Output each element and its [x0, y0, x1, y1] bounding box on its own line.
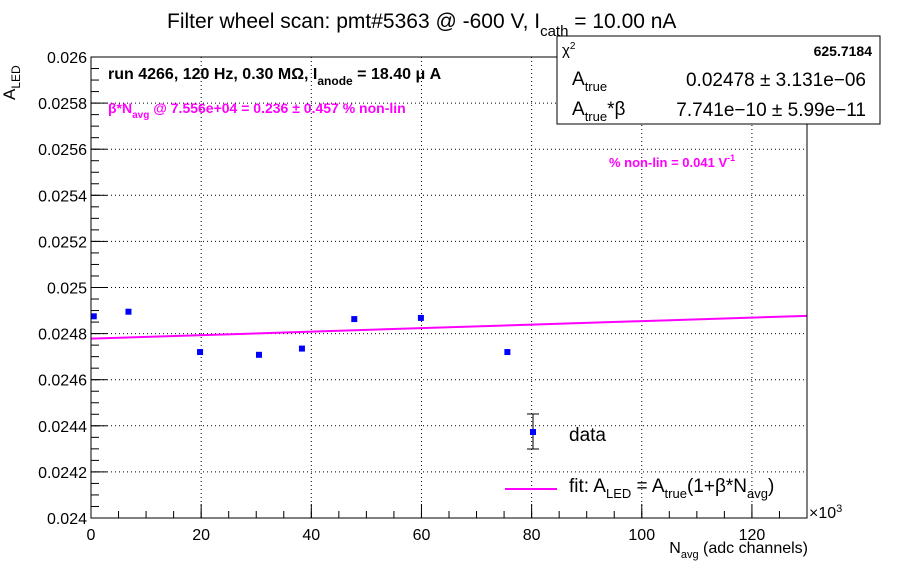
legend: data fit: ALED = Atrue(1+β*Navg) [505, 413, 774, 501]
y-tick-label: 0.0254 [38, 188, 87, 205]
data-point [90, 313, 97, 320]
x-tick-label: 0 [87, 527, 96, 544]
legend-fit-label: fit: ALED = Atrue(1+β*Navg) [569, 476, 774, 501]
y-tick-label: 0.0244 [38, 419, 87, 436]
y-axis-ticks: 0.024 0.0242 0.0244 0.0246 0.0248 0.025 0.0252… [38, 50, 107, 528]
chi2-value: 625.7184 [814, 43, 873, 59]
nonlin-annotation: % non-lin = 0.041 V-1 [609, 153, 735, 170]
y-axis-label: ALED [0, 65, 23, 100]
x-tick-label: 60 [413, 527, 431, 544]
data-point [351, 316, 358, 323]
x-tick-label: 40 [302, 527, 320, 544]
legend-data-marker [527, 413, 539, 450]
y-tick-label: 0.025 [47, 281, 87, 298]
beta-annotation: β*Navg @ 7.556e+04 = 0.236 ± 0.457 % non… [108, 100, 406, 121]
fit-line [90, 314, 808, 340]
y-tick-label: 0.0246 [38, 373, 87, 390]
data-point [298, 345, 305, 352]
y-tick-label: 0.0258 [38, 96, 87, 113]
y-tick-label: 0.0252 [38, 234, 87, 251]
a-beta-label: Atrue*β [572, 99, 625, 124]
x-axis-ticks: 0 20 40 60 80 100 120 [87, 504, 808, 544]
x-tick-label: 80 [523, 527, 541, 544]
chart-title: Filter wheel scan: pmt#5363 @ -600 V, Ic… [167, 10, 676, 40]
y-tick-label: 0.0242 [38, 465, 87, 482]
run-annotation: run 4266, 120 Hz, 0.30 MΩ, Ianode = 18.4… [108, 66, 442, 88]
data-point [125, 308, 132, 315]
data-points [90, 308, 511, 358]
a-true-value: 0.02478 ± 3.131e−06 [686, 70, 866, 91]
y-tick-label: 0.0256 [38, 142, 87, 159]
data-point [197, 349, 204, 356]
a-true-label: Atrue [572, 69, 607, 94]
x-tick-label: 120 [739, 527, 766, 544]
a-beta-value: 7.741e−10 ± 5.99e−11 [676, 100, 866, 121]
x-tick-label: 100 [628, 527, 655, 544]
chi2-label: χ2 [562, 41, 576, 59]
data-point [255, 351, 262, 358]
stats-box: χ2 625.7184 Atrue 0.02478 ± 3.131e−06 At… [556, 35, 881, 125]
x-axis-multiplier: ×103 [809, 503, 842, 522]
y-tick-label: 0.024 [47, 511, 87, 528]
fit-curve [90, 314, 808, 340]
y-tick-label: 0.0248 [38, 327, 87, 344]
x-axis-label: Navg (adc channels) [669, 540, 808, 561]
data-point [417, 314, 424, 321]
x-tick-label: 20 [192, 527, 210, 544]
data-point [504, 349, 511, 356]
y-tick-label: 0.026 [47, 50, 87, 67]
grid-lines [91, 57, 807, 518]
legend-data-label: data [569, 425, 606, 446]
